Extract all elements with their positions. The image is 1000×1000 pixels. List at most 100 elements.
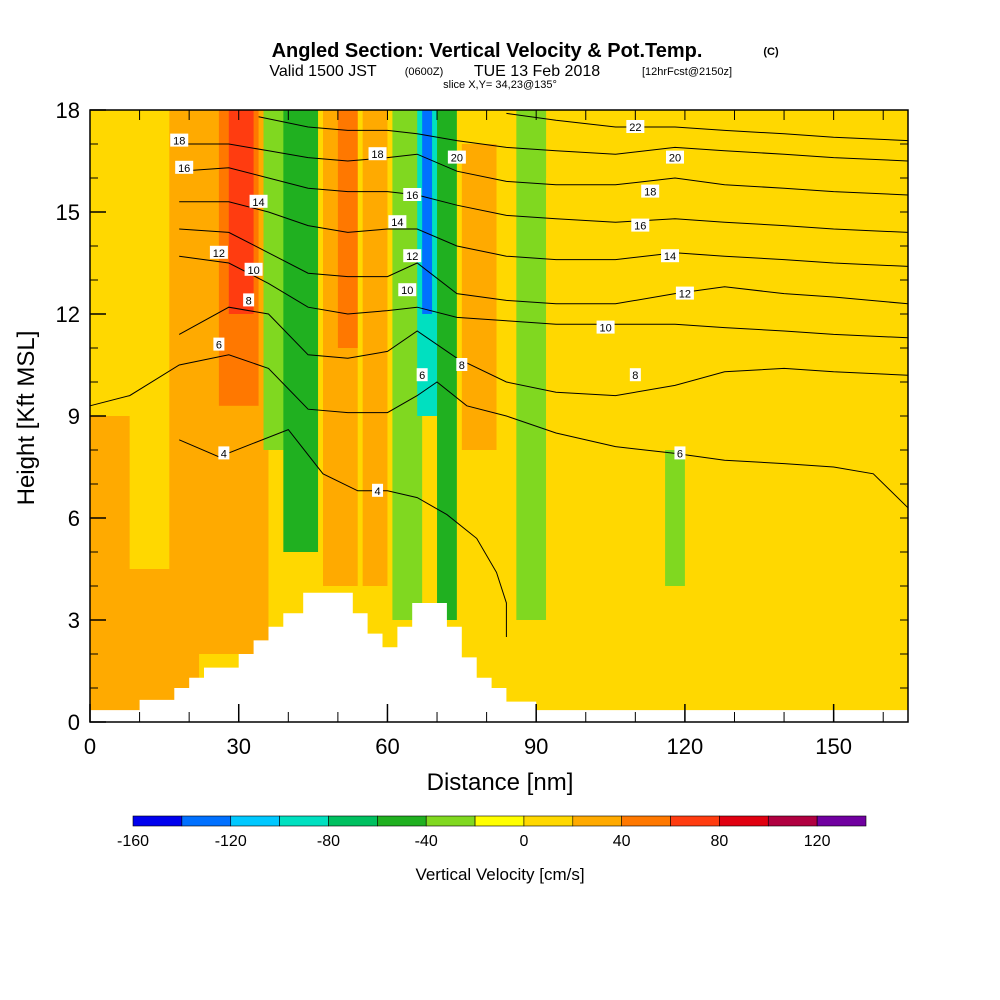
- contour-label-text-24: 20: [669, 153, 681, 165]
- colorbar-tick-label: 0: [519, 833, 528, 850]
- colorbar-swatch-1: [181, 815, 232, 827]
- contour-label-text-10: 10: [599, 323, 611, 335]
- x-axis: 0 30 60 90 120 150: [84, 704, 852, 759]
- contour-label-20: 18: [170, 133, 189, 148]
- terrain-mask: [90, 592, 908, 722]
- x-tick-label: 60: [375, 734, 399, 759]
- contour-label-text-11: 12: [213, 248, 225, 260]
- contour-label-4: 6: [416, 368, 428, 382]
- colorbar-swatch-12: [719, 815, 769, 827]
- contour-label-9: 10: [398, 283, 417, 297]
- velocity-band-7: [283, 110, 319, 552]
- colorbar-swatch-2: [230, 815, 280, 827]
- contour-label-text-21: 18: [371, 149, 383, 161]
- contour-label-21: 18: [368, 147, 387, 161]
- colorbar-swatch-3: [279, 815, 329, 827]
- contour-label-text-20: 18: [173, 136, 185, 148]
- y-axis: 0 3 6 9 12 15 18: [56, 98, 106, 735]
- y-axis-label: Height [Kft MSL]: [13, 331, 40, 506]
- contour-label-text-6: 8: [459, 360, 465, 372]
- x-tick-label: 0: [84, 734, 96, 759]
- velocity-band-14: [437, 110, 457, 620]
- contour-label-text-18: 16: [406, 190, 418, 202]
- velocity-band-9: [337, 110, 358, 348]
- contour-label-text-19: 16: [634, 221, 646, 233]
- potential-temperature-contours: [89, 112, 909, 637]
- colorbar-tick-label: -160: [117, 833, 149, 850]
- colorbar-swatch-10: [621, 815, 671, 827]
- isentrope-22c-9: [506, 112, 909, 142]
- contour-label-3: 6: [213, 337, 225, 352]
- colorbar-tick-label: -120: [215, 833, 247, 850]
- velocity-band-16: [516, 110, 547, 620]
- contour-label-text-7: 8: [632, 370, 638, 382]
- contour-labels: 4 4 6 6 6 8 8 8 10 10 10 12 12 12 14 14 14 16 16 16 18 18 18 20…: [170, 120, 694, 498]
- velocity-band-10: [362, 110, 388, 586]
- contour-label-13: 12: [675, 286, 694, 301]
- isentrope-18c-7: [179, 143, 909, 196]
- forecast-info: [12hrFcst@2150z]: [642, 66, 732, 78]
- y-tick-label: 18: [56, 98, 80, 123]
- colorbar-swatch-9: [572, 815, 622, 827]
- contour-label-text-22: 18: [644, 187, 656, 199]
- isentrope-4c-0: [179, 428, 507, 637]
- contour-label-text-15: 14: [391, 217, 403, 229]
- contour-label-19: 16: [631, 218, 650, 233]
- contour-label-24: 20: [665, 150, 684, 165]
- valid-date: TUE 13 Feb 2018: [474, 63, 600, 80]
- x-tick-label: 120: [667, 734, 704, 759]
- velocity-band-20: [759, 399, 874, 705]
- isentrope-10c-3: [179, 255, 909, 339]
- valid-time-utc: (0600Z): [405, 66, 444, 78]
- contour-label-22: 18: [641, 184, 660, 199]
- colorbar-swatch-6: [425, 815, 476, 827]
- colorbar-swatch-11: [670, 815, 720, 827]
- contour-label-text-2: 6: [677, 448, 683, 460]
- contour-label-17: 16: [175, 160, 194, 175]
- colorbar-swatch-5: [377, 815, 427, 827]
- contour-label-2: 6: [674, 446, 686, 460]
- contour-label-18: 16: [403, 188, 422, 202]
- colorbar-tick-label: -80: [317, 833, 340, 850]
- isentrope-14c-5: [179, 201, 909, 267]
- colorbar-tick-label: -40: [415, 833, 438, 850]
- contour-label-text-8: 10: [247, 265, 259, 277]
- title-units: (C): [763, 46, 779, 58]
- contour-label-text-25: 22: [629, 122, 641, 134]
- isentrope-8c-2: [178, 306, 909, 397]
- contour-label-text-14: 14: [252, 197, 264, 209]
- contour-label-text-16: 14: [664, 251, 676, 263]
- colorbar-swatch-14: [816, 815, 867, 827]
- contour-label-text-12: 12: [406, 251, 418, 263]
- isentrope-12c-4: [179, 228, 909, 305]
- y-tick-label: 12: [56, 302, 80, 327]
- contour-label-25: 22: [626, 120, 645, 134]
- contour-label-text-4: 6: [419, 370, 425, 382]
- contour-label-7: 8: [629, 368, 641, 382]
- contour-label-23: 20: [447, 150, 466, 165]
- contour-label-text-13: 12: [679, 289, 691, 301]
- colorbar-tick-label: 80: [711, 833, 729, 850]
- colorbar-swatch-0: [132, 815, 183, 827]
- valid-time-label: Valid 1500 JST: [269, 63, 377, 80]
- x-tick-label: 30: [226, 734, 250, 759]
- contour-label-10: 10: [596, 320, 615, 335]
- contour-label-text-23: 20: [451, 153, 463, 165]
- contour-label-text-17: 16: [178, 163, 190, 175]
- velocity-band-13: [422, 110, 433, 314]
- colorbar-tick-label: 40: [613, 833, 631, 850]
- contour-label-text-3: 6: [216, 340, 222, 352]
- contour-label-1: 4: [372, 483, 384, 498]
- contour-label-text-0: 4: [221, 448, 227, 460]
- colorbar-swatch-8: [523, 815, 574, 827]
- contour-label-5: 8: [243, 293, 255, 307]
- contour-label-8: 10: [244, 262, 263, 277]
- x-axis-label: Distance [nm]: [427, 769, 574, 796]
- contour-label-16: 14: [661, 249, 680, 263]
- contour-label-11: 12: [209, 245, 228, 260]
- contour-label-6: 8: [456, 358, 468, 372]
- slice-info: slice X,Y= 34,23@135°: [443, 79, 557, 91]
- colorbar-swatch-13: [767, 815, 818, 827]
- velocity-band-2: [90, 416, 130, 569]
